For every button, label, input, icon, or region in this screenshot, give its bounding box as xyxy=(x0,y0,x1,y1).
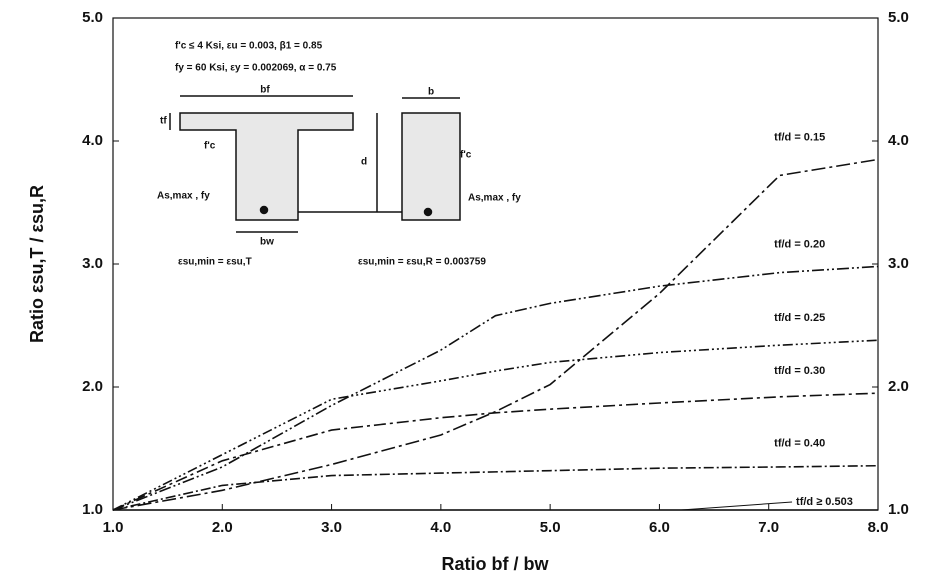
annotation: εsu,min = εsu,R = 0.003759 xyxy=(358,257,486,268)
annotation: f'c xyxy=(204,141,216,152)
series-label: tf/d = 0.25 xyxy=(774,312,825,324)
series-label: tf/d = 0.30 xyxy=(774,365,825,377)
leader-line xyxy=(681,502,792,510)
y2-tick-label: 5.0 xyxy=(888,9,909,26)
steel xyxy=(261,207,268,214)
y-tick-label: 3.0 xyxy=(82,255,103,272)
t-beam xyxy=(180,113,353,220)
rect-beam xyxy=(402,113,460,220)
x-tick-label: 5.0 xyxy=(540,519,561,536)
series-label: tf/d = 0.20 xyxy=(774,238,825,250)
x-tick-label: 3.0 xyxy=(321,519,342,536)
x-tick-label: 4.0 xyxy=(430,519,451,536)
beam-diagram xyxy=(170,96,460,232)
annotation: tf xyxy=(160,116,167,127)
annotation: εsu,min = εsu,T xyxy=(178,257,252,268)
x-axis-title: Ratio bf / bw xyxy=(442,554,550,574)
steel xyxy=(425,209,432,216)
y-axis-title: Ratio εsu,T / εsu,R xyxy=(27,185,47,343)
series-label: tf/d ≥ 0.503 xyxy=(796,496,853,508)
annotation: f'c ≤ 4 Ksi, εu = 0.003, β1 = 0.85 xyxy=(175,41,323,52)
annotation: d xyxy=(361,157,367,168)
x-tick-label: 1.0 xyxy=(103,519,124,536)
annotation: As,max , fy xyxy=(468,193,521,204)
series-label: tf/d = 0.40 xyxy=(774,438,825,450)
annotation: bf xyxy=(260,85,270,96)
x-tick-label: 7.0 xyxy=(758,519,779,536)
x-tick-label: 8.0 xyxy=(868,519,889,536)
x-tick-label: 2.0 xyxy=(212,519,233,536)
x-tick-label: 6.0 xyxy=(649,519,670,536)
chart: Ratio bf / bw Ratio εsu,T / εsu,R 1.0 2.0… xyxy=(0,0,943,580)
y-tick-label: 5.0 xyxy=(82,9,103,26)
y2-tick-label: 4.0 xyxy=(888,132,909,149)
series-line xyxy=(113,393,878,510)
y-tick-label: 1.0 xyxy=(82,501,103,518)
y2-tick-label: 2.0 xyxy=(888,378,909,395)
y-tick-label: 4.0 xyxy=(82,132,103,149)
annotation: As,max , fy xyxy=(157,191,210,202)
y2-tick-label: 1.0 xyxy=(888,501,909,518)
annotation: bw xyxy=(260,237,274,248)
annotation: f'c xyxy=(460,150,472,161)
series-line xyxy=(113,266,878,510)
series-label: tf/d = 0.15 xyxy=(774,131,825,143)
y2-tick-label: 3.0 xyxy=(888,255,909,272)
y-tick-label: 2.0 xyxy=(82,378,103,395)
annotation: fy = 60 Ksi, εy = 0.002069, α = 0.75 xyxy=(175,63,337,74)
series-line xyxy=(113,159,878,510)
series-line xyxy=(113,466,878,510)
annotation: b xyxy=(428,87,434,98)
